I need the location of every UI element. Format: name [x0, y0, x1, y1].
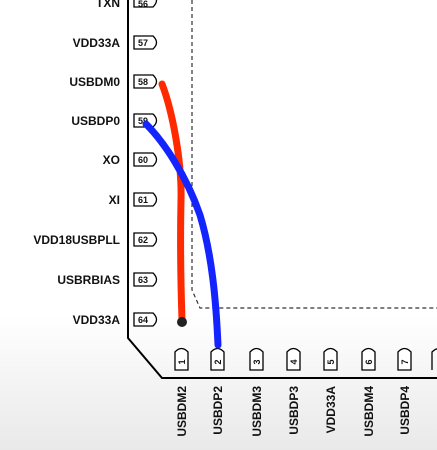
pin-box	[133, 74, 158, 89]
pin-label: VDD33A	[324, 386, 338, 434]
pin-VDD33A-57: VDD33A 57	[73, 35, 158, 50]
pin-XI-61: XI 61	[109, 192, 158, 207]
pin-label: USBDP0	[71, 114, 120, 128]
pin-number: 58	[138, 77, 148, 87]
pin-label: USBDP4	[398, 386, 412, 435]
pin-box	[133, 232, 158, 247]
pin-VDD33A-5: 5 VDD33A	[323, 347, 338, 434]
pin-label: USBRBIAS	[57, 273, 120, 287]
pin-box	[286, 347, 301, 371]
pin-box	[323, 347, 338, 371]
pin-box	[361, 347, 376, 371]
pin-number: 4	[289, 359, 299, 364]
red-wire-usbdm	[158, 80, 186, 324]
pin-number: 1	[177, 359, 187, 364]
pin-TXN-56: TXN 56	[96, 0, 158, 10]
pin-number: 60	[138, 155, 148, 165]
pin-box	[133, 0, 158, 8]
pin-USBDM2-1: 1 USBDM2	[174, 347, 189, 437]
pin-number: 62	[138, 235, 148, 245]
pin-box	[174, 347, 189, 371]
pin-label: USBDM0	[69, 75, 120, 89]
pin-VDD33A-64: VDD33A 64	[73, 312, 158, 327]
pin-USBDP4-7: 7 USBDP4	[397, 347, 412, 435]
pin-label: USBDM4	[362, 386, 376, 437]
blue-wire-usbdp	[142, 120, 222, 349]
pin-box	[133, 312, 158, 327]
pin-label: VDD33A	[73, 36, 121, 50]
pin-box	[210, 347, 225, 371]
pin-label: VDD18USBPLL	[33, 233, 120, 247]
pin-label: USBDM2	[175, 386, 189, 437]
pin-number: 63	[138, 275, 148, 285]
pin-number: 59	[138, 116, 148, 126]
pin-USBRBIAS-63: USBRBIAS 63	[57, 272, 158, 287]
pin-label: USBDP2	[211, 386, 225, 435]
pin-VDD18USBPLL-62: VDD18USBPLL 62	[33, 232, 158, 247]
pin-label: XI	[109, 193, 120, 207]
pin-USBDP2-2: 2 USBDP2	[210, 347, 225, 435]
pin-label: USBDP3	[287, 386, 301, 435]
pin-number: 3	[252, 359, 262, 364]
pin-number: 2	[213, 359, 223, 364]
pin-number: 57	[138, 38, 148, 48]
pin-box	[133, 272, 158, 287]
pin-XO-60: XO 60	[103, 152, 158, 167]
pin-label: USBDM3	[250, 386, 264, 437]
pin-number: 64	[138, 315, 148, 325]
pin-USBDM4-6: 6 USBDM4	[361, 347, 376, 437]
pin-label: XO	[103, 153, 120, 167]
pin-number: 7	[400, 359, 410, 364]
pin-box	[133, 152, 158, 167]
pin-USBDM3-3: 3 USBDM3	[249, 347, 264, 437]
pin-USBDP3-4: 4 USBDP3	[286, 347, 301, 435]
red-wire-end-dot	[177, 317, 187, 327]
pin-box	[397, 347, 412, 371]
pin-box-partial	[431, 348, 437, 370]
pin-box	[133, 192, 158, 207]
chip-outline	[127, 0, 437, 379]
pin-number: 6	[364, 359, 374, 364]
pin-label: VDD33A	[73, 313, 121, 327]
pin-number: 5	[326, 359, 336, 364]
pin-USBDM0-58: USBDM0 58	[69, 74, 158, 89]
pin-number: 56	[138, 0, 148, 9]
die-boundary	[191, 0, 437, 309]
pin-number: 61	[138, 195, 148, 205]
pin-box	[133, 35, 158, 50]
pin-box	[249, 347, 264, 371]
pin-label: TXN	[96, 0, 120, 10]
